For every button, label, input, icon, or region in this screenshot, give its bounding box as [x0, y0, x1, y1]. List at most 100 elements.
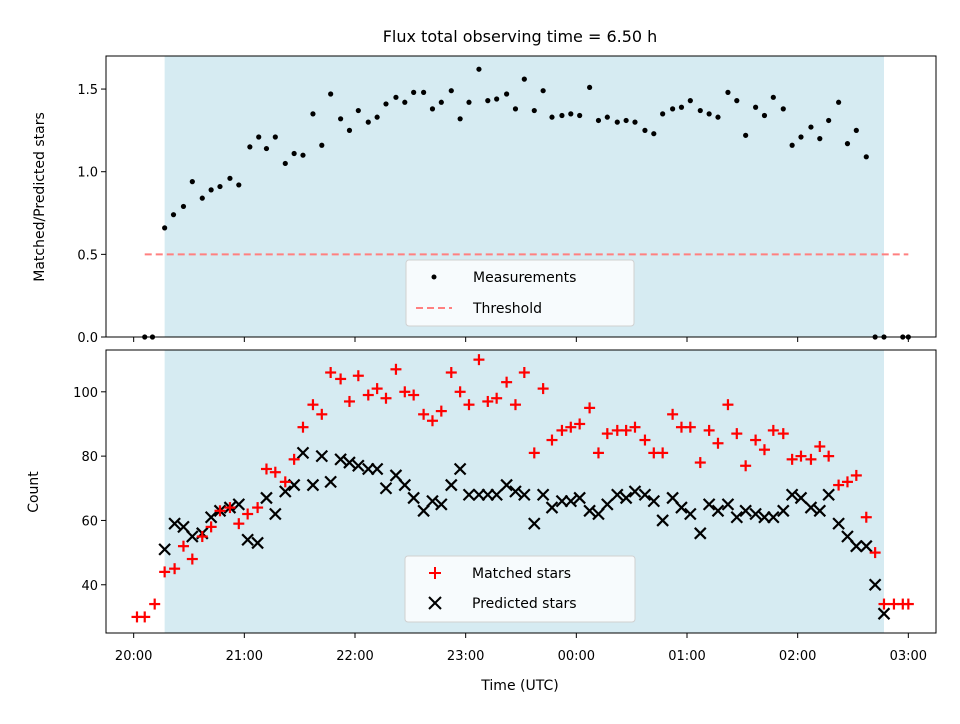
- matched-point: [601, 428, 613, 440]
- predicted-point: [186, 530, 199, 543]
- measurement-point: [770, 94, 776, 100]
- measurement-point: [328, 91, 334, 97]
- measurement-point: [587, 84, 593, 91]
- matched-point: [814, 440, 826, 452]
- matched-point: [833, 479, 845, 491]
- predicted-point: [777, 504, 790, 518]
- legend-measurements-marker: [431, 274, 437, 280]
- measurement-point: [236, 182, 242, 188]
- matched-point: [288, 453, 300, 465]
- predicted-point: [370, 462, 384, 476]
- matched-point: [574, 418, 586, 430]
- predicted-point: [545, 501, 559, 514]
- predicted-point: [860, 539, 873, 553]
- predicted-point: [324, 475, 337, 489]
- matched-point: [850, 469, 862, 481]
- matched-point: [269, 466, 281, 478]
- measurement-point: [577, 112, 583, 119]
- x-tick-label: 02:00: [779, 649, 816, 664]
- measurement-point: [162, 225, 168, 231]
- measurement-point: [448, 88, 454, 94]
- matched-point: [196, 531, 208, 543]
- predicted-point: [767, 510, 780, 524]
- measurement-point: [836, 99, 842, 105]
- matched-point: [343, 395, 355, 407]
- matched-point: [473, 354, 485, 366]
- measurement-point: [521, 76, 527, 82]
- measurement-point: [393, 94, 399, 100]
- measurement-point: [808, 124, 814, 130]
- measurement-point: [715, 114, 721, 120]
- predicted-point: [500, 478, 513, 492]
- measurement-point: [595, 117, 602, 124]
- top-panel-frame: [105, 55, 937, 338]
- predicted-point: [813, 504, 827, 518]
- matched-point: [556, 424, 568, 436]
- measurement-point: [780, 106, 786, 112]
- matched-point: [694, 457, 706, 469]
- measurement-point: [180, 203, 187, 210]
- top-legend: Measurements Threshold: [405, 259, 635, 327]
- predicted-point: [462, 488, 476, 501]
- predicted-point: [315, 449, 329, 463]
- matched-point: [786, 453, 798, 465]
- predicted-point: [453, 462, 467, 476]
- measurement-point: [512, 106, 519, 112]
- measurement-point: [374, 114, 380, 120]
- matched-point: [426, 415, 438, 427]
- matched-point: [445, 367, 457, 379]
- bottom-y-ticks: 40 60 80 100: [73, 386, 106, 594]
- measurement-point: [559, 112, 565, 119]
- matched-point: [362, 389, 374, 401]
- predicted-point: [352, 459, 365, 473]
- predicted-point: [583, 504, 596, 518]
- matched-point: [592, 447, 604, 459]
- matched-point: [869, 547, 881, 559]
- predicted-point: [684, 507, 697, 521]
- measurement-point: [189, 179, 195, 185]
- x-tick-label: 03:00: [890, 649, 927, 664]
- predicted-point: [379, 482, 393, 495]
- predicted-point: [536, 488, 550, 501]
- measurement-point: [365, 119, 371, 125]
- predicted-point: [628, 485, 642, 498]
- bottom-y-tick-label: 40: [81, 579, 98, 594]
- bottom-panel-frame: [105, 349, 937, 634]
- x-tick-label: 00:00: [558, 649, 595, 664]
- predicted-point: [702, 498, 716, 511]
- measurement-point: [429, 106, 436, 112]
- measurement-point: [421, 89, 427, 95]
- measurement-point: [346, 127, 353, 133]
- legend-matched-marker: [429, 567, 441, 579]
- predicted-point: [279, 485, 292, 498]
- matched-point: [149, 598, 161, 610]
- predicted-point: [398, 478, 412, 492]
- matched-point: [731, 428, 743, 440]
- matched-point: [297, 421, 309, 433]
- predicted-point: [445, 478, 458, 492]
- matched-point: [758, 444, 770, 456]
- top-y-ticks: 0.0 0.5 1.0 1.5: [77, 83, 106, 346]
- predicted-point: [647, 494, 661, 508]
- matched-point: [860, 511, 872, 523]
- matched-point: [878, 598, 890, 610]
- matched-point: [380, 392, 392, 404]
- matched-point: [565, 421, 577, 433]
- predicted-point: [611, 488, 624, 501]
- bottom-y-tick-label: 80: [81, 450, 98, 465]
- measurement-point: [402, 99, 408, 105]
- matched-point: [902, 598, 914, 610]
- matched-point: [252, 502, 264, 514]
- matched-point: [335, 373, 347, 385]
- measurement-point: [476, 66, 482, 72]
- measurement-point: [697, 107, 703, 114]
- predicted-point: [334, 453, 347, 466]
- matched-point: [491, 392, 503, 404]
- predicted-point: [204, 510, 218, 524]
- matched-point: [177, 540, 189, 552]
- measurement-point: [670, 106, 676, 112]
- x-tick-label: 21:00: [226, 649, 263, 664]
- measurement-point: [383, 101, 389, 107]
- predicted-point: [675, 501, 688, 514]
- bottom-x-ticks: 20:00 21:00 22:00 23:00 00:00 01:00 02:00 03:00: [115, 633, 927, 664]
